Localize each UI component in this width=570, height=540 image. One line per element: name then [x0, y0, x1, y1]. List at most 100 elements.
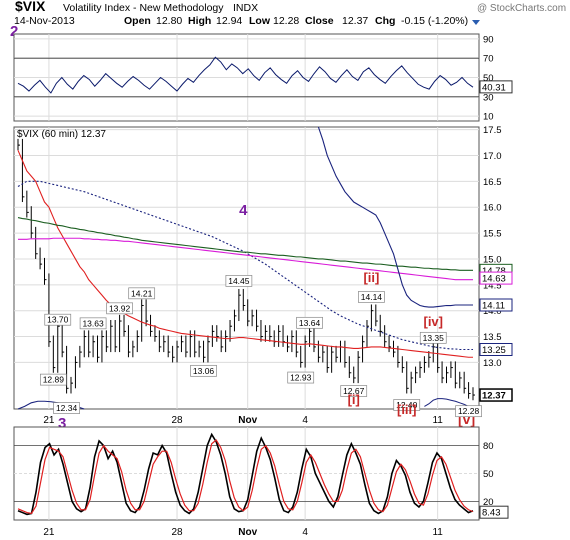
rsi-last-tag [479, 80, 513, 94]
rsi-tick-label: 30 [483, 92, 494, 103]
rsi-tick-label: 10 [483, 112, 494, 123]
price-last-tag [479, 298, 513, 312]
x-tick-label: 28 [171, 415, 183, 426]
wave-count-3: 3 [58, 415, 66, 432]
price-last-tag [479, 271, 513, 285]
price-label-box [225, 275, 253, 287]
price-label: 13.64 [299, 318, 321, 328]
price-label: 12.93 [290, 373, 312, 383]
price-label: 13.06 [193, 366, 215, 376]
price-label-box [106, 302, 133, 315]
stoch-d-line [17, 439, 474, 515]
index-name: Volatility Index - New Methodology [63, 2, 224, 14]
price-label-box [287, 371, 315, 384]
wave-label: [iv] [423, 314, 443, 329]
wave-label: [ii] [363, 270, 379, 285]
low-value: 12.28 [273, 15, 299, 27]
stoch-tick-label: 20 [483, 497, 494, 508]
chg-value: -0.15 (-1.20%) [401, 15, 468, 27]
price-label: 14.14 [361, 292, 383, 302]
price-label: 12.89 [43, 375, 65, 385]
price-tick-label: 15.5 [483, 229, 502, 240]
wave-label: [iii] [397, 402, 417, 417]
price-label-box [79, 317, 107, 330]
rsi-line [17, 56, 474, 94]
price-tick-label: 13.5 [483, 332, 502, 343]
wave-label: [i] [348, 392, 360, 407]
x-tick-label: 21 [43, 527, 55, 538]
stoch-last-tag [479, 505, 509, 519]
x-tick-label: 28 [171, 527, 183, 538]
price-tick-label: 16.0 [483, 203, 502, 214]
price-tick-label: 16.5 [483, 177, 502, 188]
exchange-text: INDX [233, 2, 258, 14]
rsi-tick-label: 70 [483, 54, 494, 65]
price-last-tag [479, 388, 513, 402]
x-tick-label: 11 [432, 415, 443, 426]
price-tick-label: 15.0 [483, 254, 502, 265]
chart-header: $VIX Volatility Index - New Methodology … [14, 0, 566, 27]
price-last-value: 14.78 [482, 266, 506, 277]
price-tick-label: 17.0 [483, 151, 502, 162]
price-label: 13.35 [423, 333, 445, 343]
price-label: 12.28 [458, 406, 480, 416]
ma-red-line [17, 150, 473, 358]
price-label: 12.67 [343, 386, 365, 396]
price-label-box [393, 399, 421, 411]
wave-label: 4 [239, 202, 248, 219]
x-tick-label: 11 [432, 527, 443, 538]
price-tick-label: 17.5 [483, 125, 502, 136]
price-last-tag [479, 342, 513, 356]
price-last-value: 13.25 [482, 345, 506, 356]
close-value: 12.37 [342, 15, 368, 27]
stoch-tick-label: 80 [483, 441, 494, 452]
price-label-box [296, 316, 323, 329]
price-title: $VIX (60 min) 12.37 [17, 129, 106, 140]
price-tick-label: 14.0 [483, 306, 502, 317]
open-label: Open [124, 15, 151, 27]
price-x-axis: 21 28 Nov 4 11 [43, 415, 443, 426]
x-tick-label: Nov [238, 415, 257, 426]
price-last-value: 12.37 [482, 391, 506, 402]
stoch-k-line [17, 432, 474, 516]
price-tick-label: 14.5 [483, 280, 502, 291]
price-tick-label: 13.0 [483, 358, 502, 369]
rsi-last-value: 40.31 [482, 82, 506, 93]
dropdown-triangle-icon[interactable] [472, 20, 480, 25]
chg-label: Chg [375, 15, 395, 27]
x-tick-label: 4 [302, 415, 308, 426]
ma-magenta-line [18, 237, 473, 281]
price-frame [13, 126, 480, 410]
price-label-box [419, 331, 447, 344]
open-value: 12.80 [156, 15, 182, 27]
price-label-box [39, 373, 67, 386]
price-label: 13.70 [47, 315, 69, 325]
price-label-box [190, 364, 217, 377]
symbol-text: $VIX [15, 0, 46, 14]
stochastic-x-axis: 21 28 Nov 4 11 [43, 527, 443, 538]
price-label-box [53, 402, 80, 414]
price-label: 12.34 [56, 403, 78, 413]
price-last-value: 14.11 [482, 300, 505, 311]
rsi-panel: 10 30 50 70 90 40.31 [13, 33, 513, 123]
price-label-box [128, 287, 156, 300]
rsi-tick-label: 50 [483, 73, 494, 84]
high-value: 12.94 [216, 15, 242, 27]
x-tick-label: Nov [238, 527, 257, 538]
price-label: 12.40 [396, 400, 418, 410]
rsi-tick-label: 90 [483, 34, 494, 45]
date-text: 14-Nov-2013 [14, 15, 75, 27]
low-label: Low [249, 15, 271, 27]
price-label-box [455, 405, 482, 418]
watermark-text: @ StockCharts.com [477, 3, 566, 14]
high-label: High [188, 15, 211, 27]
x-tick-label: 4 [302, 527, 308, 538]
price-label-box [358, 291, 385, 303]
price-label: 13.63 [82, 318, 104, 328]
band-lower-right-line [424, 398, 469, 407]
stoch-last-value: 8.43 [482, 508, 501, 519]
price-label: 14.21 [131, 288, 153, 298]
price-last-value: 14.63 [482, 274, 506, 285]
wave-count-2: 2 [10, 23, 18, 40]
